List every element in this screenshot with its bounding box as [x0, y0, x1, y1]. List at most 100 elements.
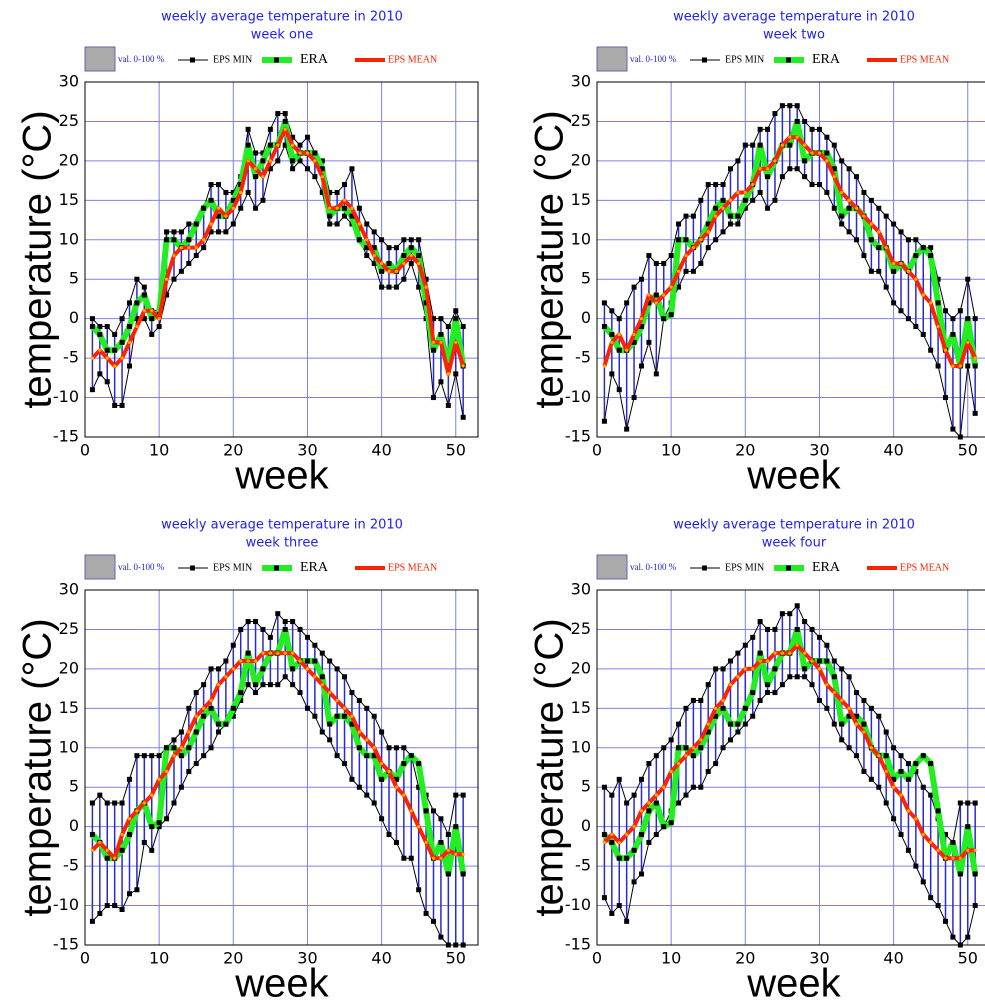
- point: [743, 190, 747, 195]
- point: [342, 713, 348, 719]
- legend-label: val. 0-100 %: [118, 562, 165, 572]
- point: [661, 745, 667, 751]
- point: [349, 721, 355, 727]
- point: [135, 809, 139, 813]
- point: [186, 260, 192, 266]
- point: [126, 300, 132, 306]
- y-tick-label: 25: [59, 111, 79, 130]
- point: [393, 284, 399, 290]
- point: [291, 651, 295, 655]
- point: [601, 784, 607, 790]
- point: [958, 364, 962, 368]
- point: [461, 852, 465, 856]
- point: [453, 792, 459, 798]
- point: [365, 738, 369, 742]
- point: [839, 666, 845, 672]
- point: [631, 395, 637, 401]
- point: [387, 269, 391, 273]
- point: [669, 769, 673, 774]
- point: [208, 197, 214, 203]
- point: [699, 738, 703, 742]
- point: [230, 221, 236, 227]
- point: [824, 642, 830, 648]
- point: [809, 682, 815, 688]
- point: [304, 634, 310, 640]
- point: [943, 348, 948, 352]
- point: [847, 706, 851, 710]
- point: [646, 761, 652, 767]
- point: [350, 206, 354, 210]
- point: [113, 856, 117, 860]
- point: [230, 642, 236, 648]
- point: [312, 642, 318, 648]
- y-tick-label: 5: [69, 269, 79, 288]
- point: [90, 848, 95, 852]
- point: [705, 768, 711, 774]
- x-tick-label: 10: [149, 949, 169, 968]
- point: [899, 261, 903, 266]
- x-axis-label: week: [234, 454, 329, 498]
- legend-label: EPS MIN: [725, 54, 764, 65]
- y-tick-label: -15: [53, 427, 79, 446]
- point: [802, 619, 808, 625]
- point: [319, 650, 325, 656]
- point: [668, 737, 674, 743]
- legend-swatch: [84, 46, 116, 72]
- point: [794, 103, 800, 109]
- point: [965, 934, 971, 940]
- point: [720, 182, 726, 188]
- point: [846, 674, 852, 680]
- point: [831, 166, 837, 172]
- point: [735, 721, 741, 727]
- point: [854, 237, 860, 243]
- point: [424, 840, 428, 845]
- point: [638, 871, 644, 877]
- y-axis-label: temperature (°C): [16, 110, 60, 408]
- point: [223, 189, 229, 195]
- point: [349, 213, 355, 219]
- point: [883, 753, 889, 759]
- point: [861, 253, 867, 259]
- point: [135, 324, 139, 329]
- point: [171, 800, 177, 806]
- point: [201, 245, 207, 251]
- point: [416, 253, 422, 259]
- legend-marker: [702, 57, 707, 63]
- point: [438, 316, 444, 322]
- point: [839, 213, 845, 219]
- point: [765, 690, 771, 696]
- point: [416, 887, 422, 893]
- point: [972, 800, 978, 806]
- legend-label: EPS MIN: [213, 562, 252, 573]
- legend-label: EPS MEAN: [388, 562, 437, 573]
- point: [625, 832, 629, 837]
- x-tick-label: 0: [592, 441, 602, 460]
- point: [757, 142, 763, 148]
- point: [920, 879, 926, 885]
- point: [742, 705, 748, 711]
- point: [164, 769, 169, 774]
- point: [691, 246, 695, 250]
- point: [439, 856, 443, 860]
- point: [261, 175, 265, 179]
- point: [231, 206, 235, 210]
- point: [698, 197, 704, 203]
- point: [943, 856, 948, 860]
- point: [883, 213, 889, 219]
- point: [676, 721, 682, 727]
- point: [260, 158, 266, 164]
- x-tick-label: 30: [297, 949, 317, 968]
- point: [245, 126, 251, 132]
- point: [714, 214, 718, 218]
- point: [164, 292, 170, 298]
- point: [787, 142, 793, 148]
- point: [705, 682, 711, 688]
- point: [803, 651, 807, 655]
- point: [609, 331, 615, 337]
- point: [862, 214, 866, 218]
- point: [847, 198, 851, 202]
- point: [149, 331, 155, 337]
- point: [268, 651, 272, 655]
- point: [868, 197, 874, 203]
- point: [668, 253, 674, 259]
